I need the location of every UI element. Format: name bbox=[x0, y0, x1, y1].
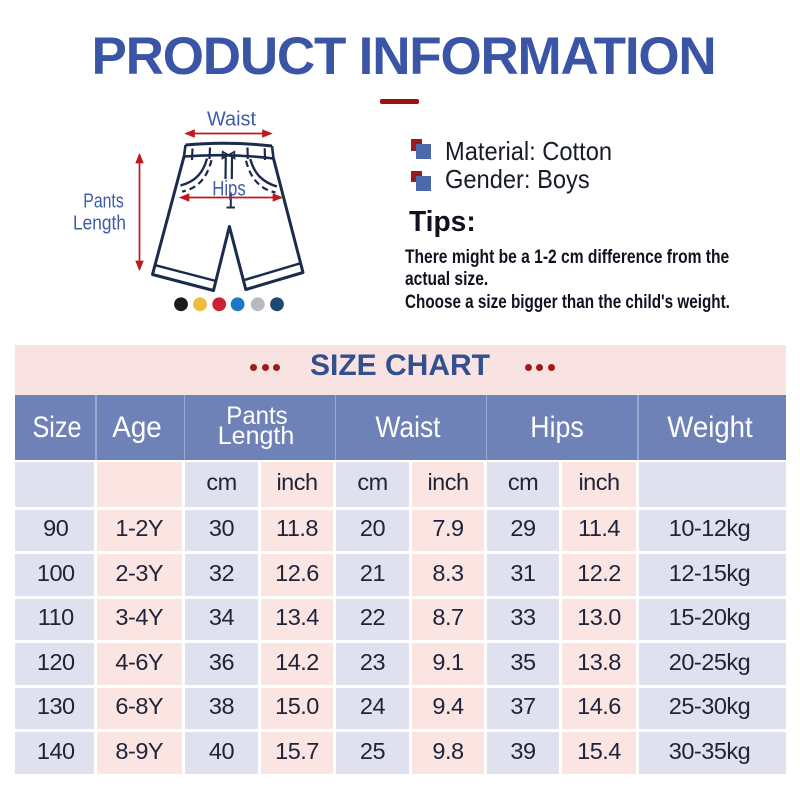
svg-text:Pants: Pants bbox=[83, 190, 124, 213]
svg-text:Waist: Waist bbox=[207, 108, 256, 131]
svg-text:Hips: Hips bbox=[212, 178, 246, 201]
svg-text:Length: Length bbox=[73, 212, 126, 235]
